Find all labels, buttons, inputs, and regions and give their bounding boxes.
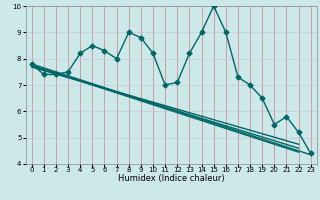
- X-axis label: Humidex (Indice chaleur): Humidex (Indice chaleur): [118, 174, 225, 183]
